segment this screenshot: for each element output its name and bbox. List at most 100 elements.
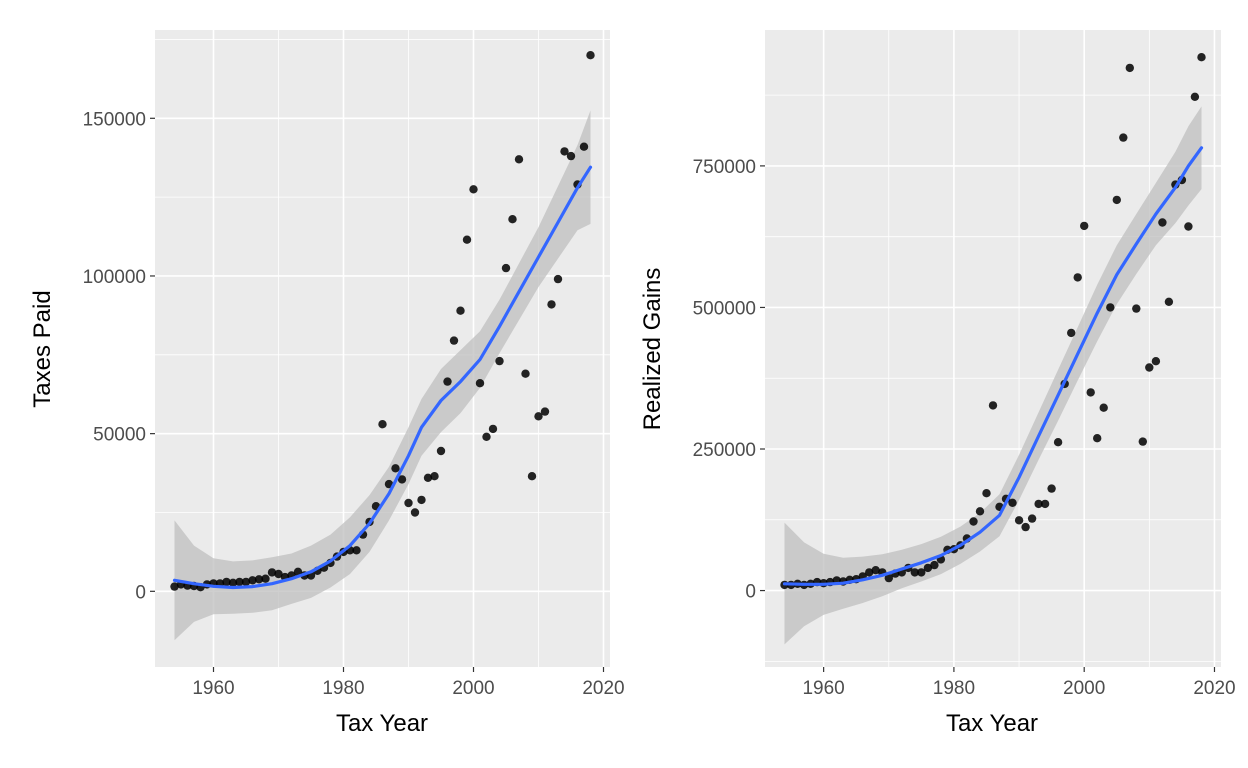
data-point (1132, 304, 1141, 313)
x-tick-label: 1980 (322, 678, 364, 699)
data-point (1021, 522, 1030, 532)
data-point (1151, 357, 1161, 366)
data-point (969, 517, 978, 526)
data-point (482, 432, 491, 441)
data-point (1047, 484, 1056, 493)
data-point (501, 263, 511, 273)
data-point (1067, 328, 1076, 338)
data-point (1138, 437, 1148, 446)
taxes-paid-chart: 1960 1980 2000 2020 0 50000 100000 150000 Tax Y… (29, 30, 625, 737)
data-point (170, 582, 179, 591)
data-point (988, 401, 998, 410)
confidence-ribbon (784, 106, 1202, 645)
data-point (449, 336, 459, 345)
data-point (222, 577, 231, 587)
data-point (1164, 297, 1174, 306)
y-axis-title: Taxes Paid (29, 290, 56, 407)
data-point (910, 568, 919, 577)
data-point (423, 473, 433, 482)
data-point (228, 578, 238, 587)
y-tick-label: 500000 (693, 298, 756, 319)
data-point (1034, 499, 1043, 509)
data-point (293, 567, 303, 576)
data-point (1027, 514, 1037, 523)
data-point (521, 369, 530, 378)
data-point (462, 235, 472, 244)
data-point (982, 489, 991, 498)
data-point (404, 498, 413, 508)
data-point (579, 142, 589, 151)
data-point (267, 568, 277, 577)
x-axis-title: Tax Year (336, 710, 428, 737)
data-point (456, 306, 465, 315)
data-point (975, 507, 985, 516)
data-point (488, 424, 498, 434)
data-point (1158, 218, 1167, 227)
data-point (241, 577, 251, 587)
data-point (884, 573, 893, 583)
data-point (391, 464, 400, 473)
data-point (475, 379, 485, 388)
y-tick-label: 0 (135, 582, 146, 603)
y-tick-label: 100000 (83, 267, 146, 288)
data-point (540, 407, 550, 416)
data-point (1112, 195, 1122, 205)
data-point (923, 563, 933, 573)
realized-gains-chart: 1960 1980 2000 2020 0 250000 500000 750000 Tax … (639, 30, 1236, 737)
data-point (553, 274, 563, 284)
data-point (1145, 363, 1154, 372)
data-point (1184, 222, 1193, 231)
data-point (930, 560, 939, 570)
data-point (865, 568, 874, 577)
y-tick-label: 250000 (693, 440, 756, 461)
data-point (1099, 403, 1108, 412)
data-point (1125, 63, 1135, 73)
data-point (547, 300, 556, 309)
data-point (1093, 434, 1102, 443)
data-point (1014, 516, 1024, 525)
data-point (274, 569, 283, 579)
x-tick-label: 2000 (452, 678, 494, 699)
data-point (566, 151, 576, 161)
data-point (534, 412, 543, 421)
data-point (417, 495, 426, 505)
data-point (1008, 498, 1017, 507)
data-point (410, 508, 420, 517)
data-point (254, 575, 264, 584)
data-point (261, 574, 270, 583)
data-point (560, 147, 569, 156)
x-tick-label: 2020 (1193, 678, 1235, 699)
x-axis-title: Tax Year (946, 710, 1038, 737)
data-point (248, 576, 257, 585)
x-tick-label: 1960 (192, 678, 234, 699)
x-tick-label: 1960 (802, 678, 844, 699)
smooth-trend-line (172, 165, 593, 590)
x-tick-label: 1980 (933, 678, 975, 699)
data-point (1040, 499, 1050, 509)
data-point (514, 155, 524, 164)
data-point (871, 566, 880, 575)
data-point (586, 51, 595, 60)
plot-panel (155, 30, 610, 667)
smooth-trend-line (782, 146, 1204, 586)
data-point (436, 446, 446, 456)
plot-layer: 1960 1980 2000 2020 0 250000 500000 750000 (693, 30, 1236, 699)
data-point (1086, 388, 1095, 397)
y-tick-label: 750000 (693, 157, 756, 178)
x-tick-label: 2000 (1063, 678, 1105, 699)
data-point (1053, 438, 1063, 447)
data-point (1080, 221, 1089, 231)
data-point (469, 185, 478, 194)
data-point (917, 568, 926, 577)
data-point (1190, 92, 1200, 102)
y-tick-label: 0 (745, 582, 756, 603)
data-point (352, 546, 361, 555)
y-tick-label: 150000 (83, 109, 146, 130)
data-point (1197, 53, 1206, 62)
data-point (508, 215, 517, 224)
x-tick-label: 2020 (582, 678, 624, 699)
data-point (527, 472, 537, 481)
data-point (1106, 303, 1115, 312)
y-axis-title: Realized Gains (639, 268, 666, 431)
